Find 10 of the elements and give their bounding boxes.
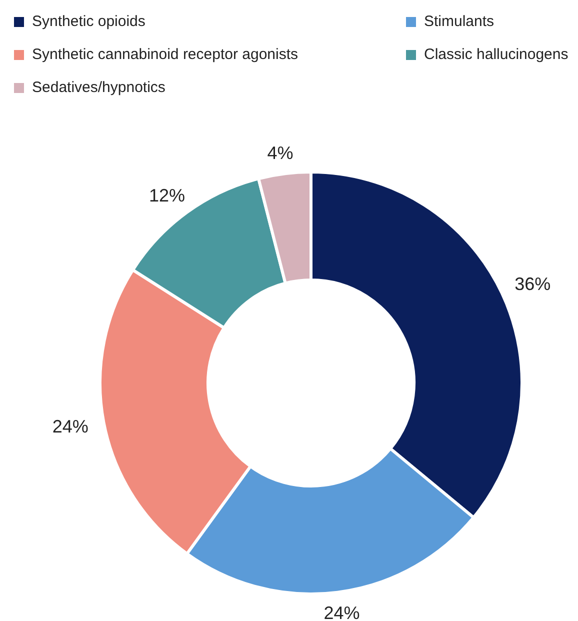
legend-label: Stimulants [424, 12, 494, 32]
data-label: 24% [52, 416, 88, 436]
data-label: 24% [324, 603, 360, 621]
legend-label: Classic hallucinogens [424, 45, 568, 65]
data-label: 36% [514, 274, 551, 294]
data-label: 12% [148, 185, 186, 206]
legend-label: Synthetic opioids [32, 12, 146, 32]
legend-label: Synthetic cannabinoid receptor agonists [32, 45, 298, 65]
data-label: 4% [267, 142, 294, 163]
legend-label: Sedatives/hypnotics [32, 78, 166, 98]
